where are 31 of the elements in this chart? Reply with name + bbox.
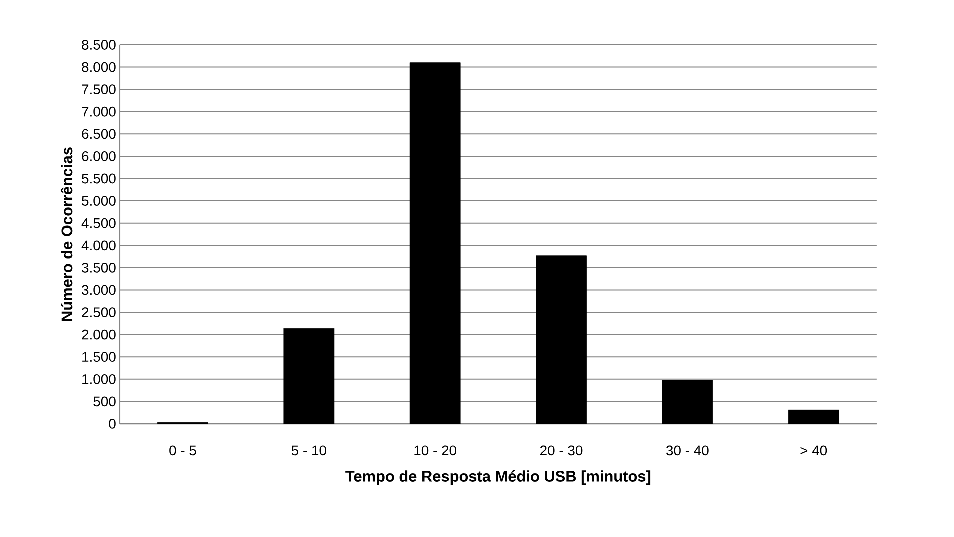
- bar: [536, 256, 587, 424]
- y-tick-label: 3.000: [82, 285, 116, 296]
- x-tick-label: 30 - 40: [666, 446, 709, 456]
- y-tick-label: 7.000: [82, 106, 116, 117]
- bar: [410, 62, 461, 424]
- y-tick-label: 3.500: [82, 262, 116, 273]
- y-tick-label: 500: [94, 396, 116, 407]
- y-tick-label: 6.000: [82, 152, 116, 162]
- y-tick-label: 4.500: [82, 218, 116, 228]
- bar: [788, 410, 840, 424]
- y-tick-label: 8.000: [82, 62, 116, 72]
- bar: [284, 328, 335, 424]
- y-tick-label: 5.000: [82, 196, 116, 206]
- x-tick-label: 10 - 20: [414, 446, 456, 456]
- x-axis-title: Tempo de Resposta Médio USB [minutos]: [346, 470, 651, 485]
- y-axis-title: Número de Ocorrências: [60, 148, 73, 321]
- x-tick-label: 5 - 10: [292, 446, 326, 456]
- y-tick-label: 6.500: [82, 129, 116, 140]
- y-tick-label: 8.500: [82, 40, 116, 50]
- y-tick-label: 7.500: [82, 84, 116, 95]
- y-tick-label: 1.500: [82, 352, 116, 362]
- y-tick-label: 0: [109, 419, 116, 429]
- x-tick-label: 0 - 5: [170, 446, 196, 456]
- y-tick-label: 1.000: [82, 374, 116, 384]
- bar: [662, 380, 714, 424]
- x-tick-label: > 40: [800, 446, 828, 456]
- y-tick-label: 5.500: [82, 174, 116, 184]
- y-tick-label: 4.000: [82, 240, 116, 251]
- y-tick-label: 2.500: [82, 308, 116, 318]
- y-tick-label: 2.000: [82, 330, 116, 340]
- x-tick-label: 20 - 30: [540, 446, 583, 456]
